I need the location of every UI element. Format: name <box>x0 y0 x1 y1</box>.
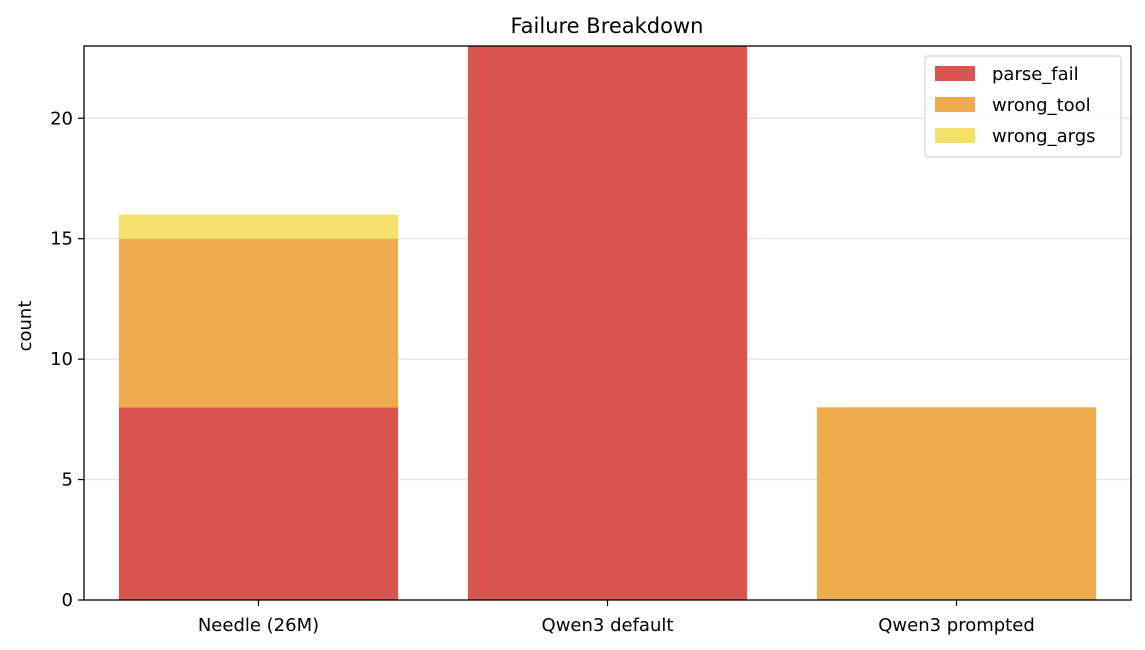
y-axis-label: count <box>15 301 36 352</box>
y-tick-label: 5 <box>62 470 73 491</box>
y-tick-label: 20 <box>50 108 73 129</box>
bars <box>118 46 1097 600</box>
legend-swatch-wrong_args <box>935 128 975 143</box>
legend-label-parse_fail: parse_fail <box>992 64 1079 85</box>
y-tick-label: 0 <box>62 590 73 611</box>
y-axis: 0 5 10 15 20 <box>50 108 84 611</box>
y-tick-label: 10 <box>50 349 73 370</box>
bar-wrong_tool-0 <box>118 238 399 408</box>
bar-wrong_args-0 <box>118 214 399 239</box>
bar-parse_fail-0 <box>118 407 399 600</box>
legend-swatch-parse_fail <box>935 66 975 81</box>
legend: parse_fail wrong_tool wrong_args <box>924 55 1122 158</box>
bar-parse_fail-1 <box>467 46 748 600</box>
legend-swatch-wrong_tool <box>935 97 975 112</box>
bar-wrong_tool-2 <box>816 407 1097 600</box>
chart-title: Failure Breakdown <box>511 14 704 38</box>
y-tick-label: 15 <box>50 229 73 250</box>
legend-label-wrong_args: wrong_args <box>992 126 1096 147</box>
x-tick-label: Qwen3 prompted <box>878 615 1035 636</box>
x-tick-label: Needle (26M) <box>198 615 319 636</box>
legend-label-wrong_tool: wrong_tool <box>992 95 1091 116</box>
x-axis: Needle (26M) Qwen3 default Qwen3 prompted <box>198 600 1035 636</box>
x-tick-label: Qwen3 default <box>542 615 674 636</box>
